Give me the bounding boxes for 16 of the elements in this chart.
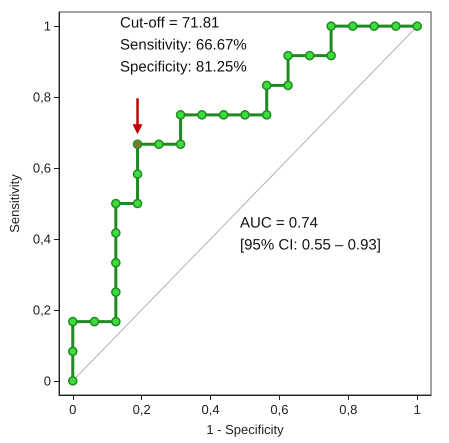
- y-tick-label: 0,2: [32, 302, 51, 318]
- y-tick-label: 0,6: [32, 160, 51, 176]
- y-tick-label: 1: [44, 18, 51, 34]
- annotation: AUC = 0.74 [95% CI: 0.55 – 0.93]: [240, 214, 381, 254]
- x-axis-title: 1 - Specificity: [206, 422, 284, 437]
- x-tick-label: 0,4: [202, 402, 220, 417]
- y-axis-title: Sensitivity: [7, 174, 22, 233]
- y-tick-label: 0,4: [32, 231, 51, 246]
- y-tick-label: 0: [44, 373, 51, 388]
- x-tick-label: 0,2: [132, 402, 151, 417]
- y-tick-label: 0,8: [32, 90, 51, 105]
- x-tick-label: 0: [69, 402, 76, 417]
- x-tick-label: 0,6: [270, 402, 288, 417]
- x-tick-label: 1: [414, 402, 421, 417]
- x-tick-label: 0,8: [339, 402, 358, 417]
- annotation: Cut-off = 71.81 Sensitivity: 66.67% Specificity: 81.25%: [120, 14, 247, 76]
